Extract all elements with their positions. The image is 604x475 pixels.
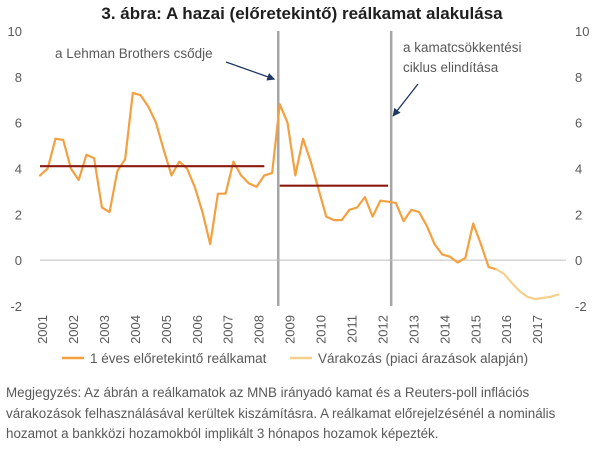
y-tick-label-right: 4: [575, 162, 582, 177]
y-tick-label-left: 0: [15, 253, 22, 268]
annotation-lehman: a Lehman Brothers csődje: [55, 46, 213, 61]
y-tick-label-left: 6: [15, 116, 22, 131]
y-tick-label-left: 8: [15, 70, 22, 85]
y-tick-label-right: 8: [575, 70, 582, 85]
x-tick-label: 2009: [283, 315, 298, 344]
x-tick-label: 2013: [406, 315, 421, 344]
series-line: [495, 268, 560, 301]
annotation-rate-cut: a kamatcsökkentési: [403, 40, 522, 55]
x-tick-label: 2014: [437, 315, 452, 344]
y-tick-label-left: -2: [10, 299, 22, 314]
x-tick-label: 2015: [468, 315, 483, 344]
x-tick-label: 2003: [97, 315, 112, 344]
x-tick-label: 2004: [128, 315, 143, 344]
x-tick-label: 2005: [159, 315, 174, 344]
annotations: a Lehman Brothers csődje a kamatcsökkenté…: [55, 40, 522, 117]
series-lines: [38, 91, 560, 301]
average-lines: [40, 165, 389, 187]
chart-note: Megjegyzés: Az ábrán a reálkamatok az MN…: [6, 385, 556, 441]
axes: -2 -2 0 0 2 2 4 4 6 6 8 8 10 10 2001 2002 2003 2004 2005 20…: [8, 24, 590, 344]
x-tick-label: 2011: [345, 315, 360, 343]
x-tick-label: 2001: [35, 315, 50, 344]
legend-label: Várakozás (piaci árazások alapján): [318, 351, 528, 366]
y-tick-label-right: 2: [575, 207, 582, 222]
annotation-rate-cut: ciklus elindítása: [403, 60, 499, 75]
y-tick-label-left: 10: [8, 24, 22, 39]
chart-title: 3. ábra: A hazai (előretekintő) reálkama…: [101, 4, 503, 23]
legend-label: 1 éves előretekintő reálkamat: [90, 351, 267, 366]
x-tick-label: 2017: [530, 315, 545, 344]
y-tick-label-right: 0: [575, 253, 582, 268]
y-tick-label-left: 4: [15, 162, 22, 177]
y-tick-label-right: -2: [575, 299, 587, 314]
annotation-arrow: [225, 61, 276, 81]
x-tick-label: 2002: [66, 315, 81, 344]
x-tick-label: 2008: [252, 315, 267, 344]
x-tick-label: 2006: [190, 315, 205, 344]
x-tick-label: 2010: [314, 315, 329, 344]
y-tick-label-right: 10: [575, 24, 589, 39]
legend: 1 éves előretekintő reálkamat Várakozás (…: [62, 351, 528, 366]
annotation-arrow: [392, 83, 419, 117]
x-tick-label: 2007: [221, 315, 236, 344]
x-tick-label: 2016: [499, 315, 514, 344]
x-tick-label: 2012: [375, 315, 390, 344]
series-line: [38, 91, 498, 271]
y-tick-label-left: 2: [15, 207, 22, 222]
y-tick-label-right: 6: [575, 116, 582, 131]
line-chart: -2 -2 0 0 2 2 4 4 6 6 8 8 10 10 2001 2002 2003 2004 2005 20…: [8, 24, 590, 366]
